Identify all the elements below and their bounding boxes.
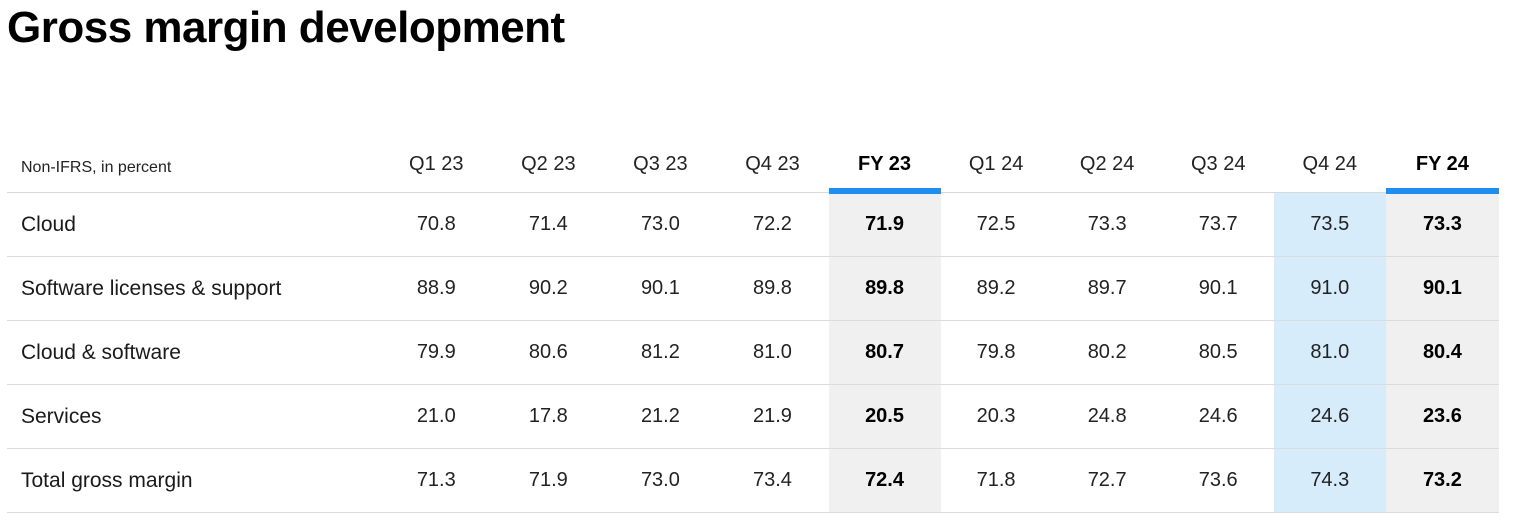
value-cell: 80.2 [1051, 320, 1163, 385]
fy-value-cell: 20.5 [828, 384, 941, 449]
value-cell: 21.2 [604, 384, 717, 449]
column-header: Q3 24 [1162, 136, 1274, 193]
highlighted-value-cell: 24.6 [1273, 384, 1386, 449]
unit-label: Non-IFRS, in percent [7, 136, 381, 193]
value-cell: 81.0 [716, 320, 829, 385]
column-header: Q2 24 [1051, 136, 1163, 193]
value-cell: 17.8 [492, 384, 605, 449]
value-cell: 79.8 [940, 320, 1052, 385]
value-cell: 72.5 [940, 192, 1052, 257]
fy-value-cell: 89.8 [828, 256, 941, 321]
fy-value-cell: 73.3 [1385, 192, 1499, 257]
value-cell: 89.7 [1051, 256, 1163, 321]
value-cell: 79.9 [380, 320, 493, 385]
fy-value-cell: 72.4 [828, 448, 941, 513]
column-header: Q3 23 [604, 136, 717, 193]
highlighted-value-cell: 81.0 [1273, 320, 1386, 385]
value-cell: 24.8 [1051, 384, 1163, 449]
value-cell: 73.6 [1162, 448, 1274, 513]
fy-value-cell: 23.6 [1385, 384, 1499, 449]
fy-value-cell: 80.7 [828, 320, 941, 385]
column-header-fy: FY 24 [1385, 136, 1500, 194]
value-cell: 88.9 [380, 256, 493, 321]
page-title: Gross margin development [7, 3, 565, 52]
value-cell: 73.7 [1162, 192, 1274, 257]
column-header: Q4 24 [1273, 136, 1386, 193]
value-cell: 90.1 [604, 256, 717, 321]
table-row: Software licenses & support 88.9 90.2 90.1 8… [7, 256, 1499, 321]
value-cell: 73.3 [1051, 192, 1163, 257]
fy-value-cell: 90.1 [1385, 256, 1499, 321]
row-label: Software licenses & support [7, 256, 381, 321]
value-cell: 70.8 [380, 192, 493, 257]
row-label: Services [7, 384, 381, 449]
table-row: Cloud 70.8 71.4 73.0 72.2 71.9 72.5 73.3 73.7 73.… [7, 192, 1499, 257]
gross-margin-table-container: Non-IFRS, in percent Q1 23 Q2 23 Q3 23 Q… [7, 136, 1500, 513]
value-cell: 72.2 [716, 192, 829, 257]
row-label: Cloud [7, 192, 381, 257]
highlighted-value-cell: 91.0 [1273, 256, 1386, 321]
row-label: Total gross margin [7, 448, 381, 513]
value-cell: 21.0 [380, 384, 493, 449]
value-cell: 73.0 [604, 192, 717, 257]
value-cell: 71.4 [492, 192, 605, 257]
column-header: Q2 23 [492, 136, 605, 193]
value-cell: 71.3 [380, 448, 493, 513]
fy-value-cell: 71.9 [828, 192, 941, 257]
value-cell: 80.5 [1162, 320, 1274, 385]
column-header-fy: FY 23 [828, 136, 941, 194]
fy-value-cell: 73.2 [1385, 448, 1499, 513]
value-cell: 72.7 [1051, 448, 1163, 513]
value-cell: 81.2 [604, 320, 717, 385]
highlighted-value-cell: 74.3 [1273, 448, 1386, 513]
table-row: Services 21.0 17.8 21.2 21.9 20.5 20.3 24.8 24.6… [7, 384, 1499, 449]
row-label: Cloud & software [7, 320, 381, 385]
value-cell: 24.6 [1162, 384, 1274, 449]
value-cell: 90.2 [492, 256, 605, 321]
value-cell: 71.8 [940, 448, 1052, 513]
value-cell: 20.3 [940, 384, 1052, 449]
table-row: Total gross margin 71.3 71.9 73.0 73.4 72.4 71… [7, 448, 1499, 513]
gross-margin-table: Non-IFRS, in percent Q1 23 Q2 23 Q3 23 Q… [7, 136, 1500, 513]
fy-value-cell: 80.4 [1385, 320, 1499, 385]
highlighted-value-cell: 73.5 [1273, 192, 1386, 257]
column-header: Q1 23 [380, 136, 493, 193]
value-cell: 89.2 [940, 256, 1052, 321]
value-cell: 73.4 [716, 448, 829, 513]
table-row: Cloud & software 79.9 80.6 81.2 81.0 80.7 79.8… [7, 320, 1499, 385]
value-cell: 90.1 [1162, 256, 1274, 321]
value-cell: 89.8 [716, 256, 829, 321]
table-header-row: Non-IFRS, in percent Q1 23 Q2 23 Q3 23 Q… [7, 136, 1500, 194]
value-cell: 71.9 [492, 448, 605, 513]
column-header: Q4 23 [716, 136, 829, 193]
value-cell: 21.9 [716, 384, 829, 449]
value-cell: 80.6 [492, 320, 605, 385]
column-header: Q1 24 [940, 136, 1052, 193]
value-cell: 73.0 [604, 448, 717, 513]
